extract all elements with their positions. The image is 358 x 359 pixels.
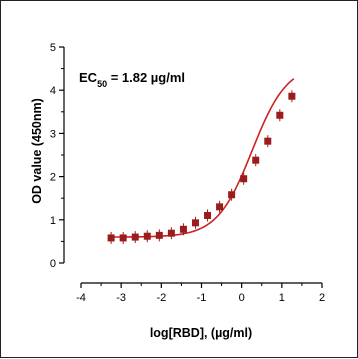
fit-curve bbox=[111, 78, 295, 238]
data-point bbox=[119, 234, 127, 242]
x-tick-label: -2 bbox=[156, 292, 166, 304]
y-tick-label: 1 bbox=[50, 215, 56, 227]
data-point bbox=[155, 231, 163, 239]
x-tick-label: -3 bbox=[116, 292, 126, 304]
y-tick-label: 0 bbox=[50, 258, 56, 270]
x-tick-label: 0 bbox=[239, 292, 245, 304]
data-point bbox=[179, 225, 187, 233]
ec50-subscript: 50 bbox=[97, 79, 107, 89]
data-point bbox=[288, 92, 296, 100]
axes: 0 1 2 3 4 5 -4 -3 -2 -1 0 1 2 bbox=[50, 42, 325, 304]
ec50-annotation: EC50 = 1.82 µg/ml bbox=[79, 70, 185, 89]
data-point bbox=[204, 211, 212, 219]
x-tick-label: -1 bbox=[197, 292, 207, 304]
x-tick-label: -4 bbox=[76, 292, 86, 304]
data-point bbox=[107, 234, 115, 242]
y-tick-label: 5 bbox=[50, 42, 56, 54]
data-point bbox=[264, 137, 272, 145]
data-point bbox=[143, 232, 151, 240]
x-axis-label: log[RBD], (µg/ml) bbox=[150, 326, 252, 340]
data-point bbox=[167, 229, 175, 237]
fit-curve-group bbox=[111, 78, 295, 238]
y-tick-label: 3 bbox=[50, 128, 56, 140]
data-point bbox=[252, 156, 260, 164]
y-tick-label: 2 bbox=[50, 172, 56, 184]
ec50-suffix: = 1.82 µg/ml bbox=[107, 70, 185, 85]
data-point bbox=[228, 191, 236, 199]
ec50-prefix: EC bbox=[79, 70, 98, 85]
data-point bbox=[216, 203, 224, 211]
data-points bbox=[107, 90, 296, 244]
data-point bbox=[276, 111, 284, 119]
x-tick-label: 2 bbox=[319, 292, 325, 304]
y-axis-label: OD value (450nm) bbox=[30, 98, 44, 204]
data-point bbox=[191, 219, 199, 227]
data-point bbox=[240, 175, 248, 183]
x-tick-label: 1 bbox=[279, 292, 285, 304]
y-tick-label: 4 bbox=[50, 85, 56, 97]
data-point bbox=[131, 233, 139, 241]
